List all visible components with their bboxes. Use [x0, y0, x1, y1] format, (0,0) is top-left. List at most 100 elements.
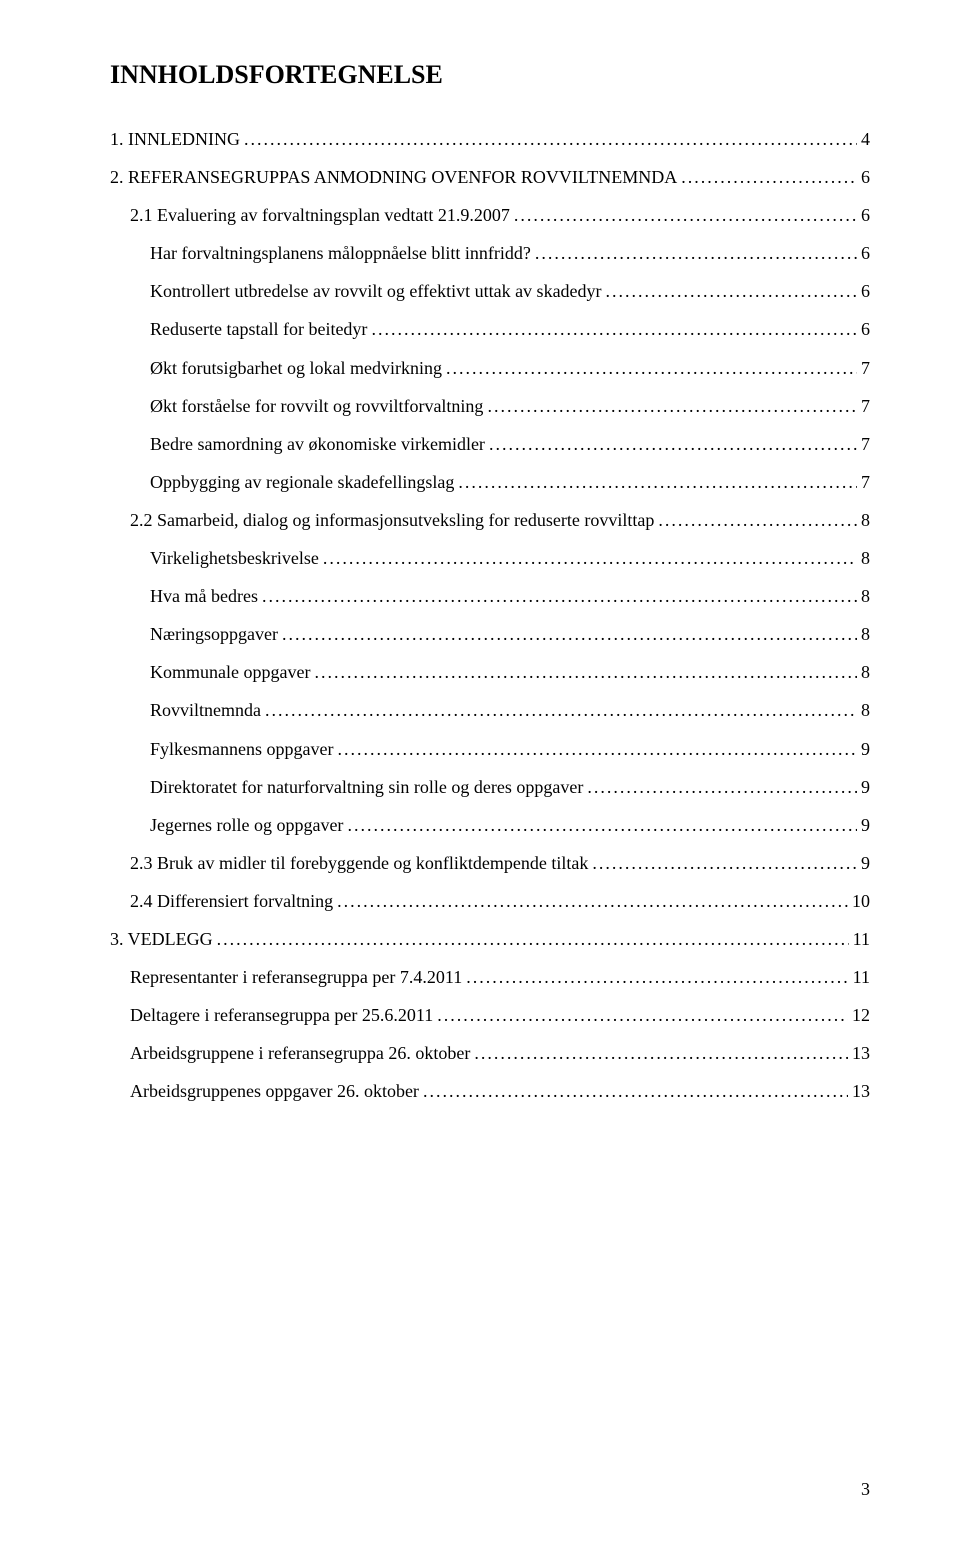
toc-entry-page: 8 — [861, 583, 870, 609]
toc-entry-label: Næringsoppgaver — [150, 621, 278, 647]
toc-entry-label: Kontrollert utbredelse av rovvilt og eff… — [150, 278, 602, 304]
toc-leader-dots — [282, 621, 857, 647]
toc-leader-dots — [535, 240, 857, 266]
toc-entry-label: 1. INNLEDNING — [110, 126, 240, 152]
toc-entry-page: 13 — [852, 1078, 870, 1104]
toc-entry: Arbeidsgruppenes oppgaver 26. oktober 13 — [110, 1078, 870, 1104]
toc-entry: Deltagere i referansegruppa per 25.6.201… — [110, 1002, 870, 1028]
toc-leader-dots — [487, 393, 857, 419]
toc-entry-page: 7 — [861, 469, 870, 495]
toc-entry-page: 9 — [861, 812, 870, 838]
toc-entry-page: 8 — [861, 697, 870, 723]
toc-entry-label: Oppbygging av regionale skadefellingslag — [150, 469, 454, 495]
toc-entry: Økt forutsigbarhet og lokal medvirkning … — [110, 355, 870, 381]
toc-leader-dots — [337, 888, 848, 914]
toc-entry-label: 2.4 Differensiert forvaltning — [130, 888, 333, 914]
toc-entry: Økt forståelse for rovvilt og rovviltfor… — [110, 393, 870, 419]
toc-leader-dots — [217, 926, 849, 952]
toc-leader-dots — [658, 507, 857, 533]
toc-entry: Hva må bedres 8 — [110, 583, 870, 609]
toc-entry: 2.3 Bruk av midler til forebyggende og k… — [110, 850, 870, 876]
toc-leader-dots — [347, 812, 857, 838]
toc-list: 1. INNLEDNING 4 2. REFERANSEGRUPPAS ANMOD… — [110, 126, 870, 1104]
toc-leader-dots — [446, 355, 857, 381]
toc-entry-label: Reduserte tapstall for beitedyr — [150, 316, 367, 342]
toc-entry-page: 10 — [852, 888, 870, 914]
toc-entry: Har forvaltningsplanens måloppnåelse bli… — [110, 240, 870, 266]
toc-entry-label: Arbeidsgruppene i referansegruppa 26. ok… — [130, 1040, 470, 1066]
toc-leader-dots — [458, 469, 857, 495]
toc-leader-dots — [514, 202, 857, 228]
toc-entry: 3. VEDLEGG 11 — [110, 926, 870, 952]
toc-leader-dots — [262, 583, 857, 609]
toc-entry: 2.4 Differensiert forvaltning 10 — [110, 888, 870, 914]
toc-heading: INNHOLDSFORTEGNELSE — [110, 60, 870, 90]
toc-entry: 2.1 Evaluering av forvaltningsplan vedta… — [110, 202, 870, 228]
toc-entry-page: 9 — [861, 774, 870, 800]
toc-entry-page: 8 — [861, 545, 870, 571]
toc-leader-dots — [371, 316, 857, 342]
toc-entry-page: 7 — [861, 355, 870, 381]
toc-entry: Arbeidsgruppene i referansegruppa 26. ok… — [110, 1040, 870, 1066]
toc-entry-label: 2.2 Samarbeid, dialog og informasjonsutv… — [130, 507, 654, 533]
toc-entry-label: Arbeidsgruppenes oppgaver 26. oktober — [130, 1078, 419, 1104]
toc-entry-page: 7 — [861, 393, 870, 419]
toc-entry-label: Deltagere i referansegruppa per 25.6.201… — [130, 1002, 433, 1028]
toc-entry-page: 8 — [861, 659, 870, 685]
toc-entry: Næringsoppgaver 8 — [110, 621, 870, 647]
toc-entry-page: 6 — [861, 202, 870, 228]
toc-entry-page: 12 — [852, 1002, 870, 1028]
toc-leader-dots — [474, 1040, 848, 1066]
toc-entry-page: 11 — [853, 926, 870, 952]
toc-entry: Representanter i referansegruppa per 7.4… — [110, 964, 870, 990]
toc-entry: Bedre samordning av økonomiske virkemidl… — [110, 431, 870, 457]
toc-entry-label: Har forvaltningsplanens måloppnåelse bli… — [150, 240, 531, 266]
toc-entry-label: Bedre samordning av økonomiske virkemidl… — [150, 431, 485, 457]
toc-entry-page: 8 — [861, 621, 870, 647]
toc-entry-label: Økt forutsigbarhet og lokal medvirkning — [150, 355, 442, 381]
toc-entry: Virkelighetsbeskrivelse 8 — [110, 545, 870, 571]
toc-entry: Direktoratet for naturforvaltning sin ro… — [110, 774, 870, 800]
toc-entry: Reduserte tapstall for beitedyr 6 — [110, 316, 870, 342]
toc-entry-page: 6 — [861, 240, 870, 266]
toc-entry-page: 6 — [861, 278, 870, 304]
toc-entry-label: Rovviltnemnda — [150, 697, 261, 723]
toc-leader-dots — [587, 774, 857, 800]
toc-entry-label: 2. REFERANSEGRUPPAS ANMODNING OVENFOR RO… — [110, 164, 677, 190]
toc-entry: Jegernes rolle og oppgaver 9 — [110, 812, 870, 838]
toc-entry-page: 6 — [861, 316, 870, 342]
toc-leader-dots — [592, 850, 857, 876]
toc-leader-dots — [314, 659, 857, 685]
toc-entry-label: Virkelighetsbeskrivelse — [150, 545, 319, 571]
toc-entry: 1. INNLEDNING 4 — [110, 126, 870, 152]
toc-entry-label: 2.3 Bruk av midler til forebyggende og k… — [130, 850, 588, 876]
toc-entry: 2.2 Samarbeid, dialog og informasjonsutv… — [110, 507, 870, 533]
toc-entry-label: Jegernes rolle og oppgaver — [150, 812, 343, 838]
toc-leader-dots — [323, 545, 857, 571]
toc-leader-dots — [337, 736, 857, 762]
toc-leader-dots — [681, 164, 857, 190]
toc-leader-dots — [606, 278, 857, 304]
toc-entry-label: Direktoratet for naturforvaltning sin ro… — [150, 774, 583, 800]
toc-leader-dots — [466, 964, 848, 990]
toc-entry: Fylkesmannens oppgaver 9 — [110, 736, 870, 762]
toc-entry-label: Fylkesmannens oppgaver — [150, 736, 333, 762]
toc-entry-label: Kommunale oppgaver — [150, 659, 310, 685]
toc-entry-page: 9 — [861, 850, 870, 876]
toc-leader-dots — [437, 1002, 848, 1028]
toc-entry-label: Representanter i referansegruppa per 7.4… — [130, 964, 462, 990]
toc-entry-page: 13 — [852, 1040, 870, 1066]
toc-leader-dots — [489, 431, 857, 457]
toc-entry-label: Hva må bedres — [150, 583, 258, 609]
toc-entry: Rovviltnemnda 8 — [110, 697, 870, 723]
toc-leader-dots — [265, 697, 857, 723]
page-number: 3 — [861, 1479, 870, 1500]
toc-entry-label: 2.1 Evaluering av forvaltningsplan vedta… — [130, 202, 510, 228]
toc-entry-page: 7 — [861, 431, 870, 457]
toc-entry-page: 6 — [861, 164, 870, 190]
toc-entry: Oppbygging av regionale skadefellingslag… — [110, 469, 870, 495]
toc-entry-page: 11 — [853, 964, 870, 990]
toc-entry: Kontrollert utbredelse av rovvilt og eff… — [110, 278, 870, 304]
toc-entry-page: 9 — [861, 736, 870, 762]
toc-leader-dots — [423, 1078, 848, 1104]
